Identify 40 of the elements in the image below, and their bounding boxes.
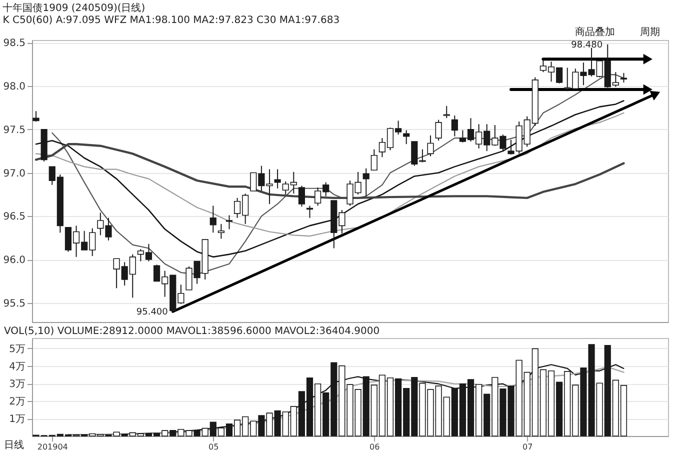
y-tick-label: 5万 [9,344,26,355]
candlestick [403,130,410,145]
candlestick [370,148,378,171]
text: 周期 [640,26,660,38]
annotation: 95.400 [136,308,168,318]
text: 商品叠加 [575,26,615,38]
y-tick-label: 97.0 [3,168,26,180]
candlestick [427,134,434,157]
chart-subtitle: K C50(60) A:97.095 WFZ MA1:98.100 MA2:97.823 C30 MA1:97.683 [2,15,340,26]
y-tick-label: 4万 [9,362,26,372]
y-tick-label: 96.0 [3,255,26,266]
y-tick-label: 3万 [9,379,26,390]
candlestick [443,105,450,119]
y-tick-label: 96.5 [3,212,26,223]
candlestick [451,114,458,137]
chart-title: VOL(5,10) VOLUME:28912.0000 MAVOL1:38596.6000 MAVOL2:36404.9000 [4,326,380,337]
text: 日线 [4,439,24,451]
y-tick-label: 98.0 [3,81,26,92]
candlestick [32,110,40,122]
candlestick [274,168,281,189]
candlestick [226,214,233,230]
line-series [34,143,625,200]
y-tick-label: 97.5 [3,124,26,136]
candlestick [620,72,628,84]
candlestick [218,223,224,240]
candlestick [306,205,314,218]
y-tick-label: 1万 [9,414,26,425]
candlestick [210,205,216,234]
candlestick [298,185,305,208]
x-tick-label: 05 [208,442,219,452]
y-tick-label: 95.5 [3,298,26,310]
x-tick-label: 07 [522,442,533,452]
annotation: 98.480 [571,40,603,50]
candlestick [362,168,370,197]
candlestick [435,119,442,142]
x-tick-label: 201904 [37,442,68,452]
x-tick-label: 06 [370,442,380,452]
y-tick-label: 98.5 [3,38,26,50]
y-tick-label: 2万 [9,396,26,408]
chart-title: 十年国债1909 (240509)(日线) [2,2,146,14]
